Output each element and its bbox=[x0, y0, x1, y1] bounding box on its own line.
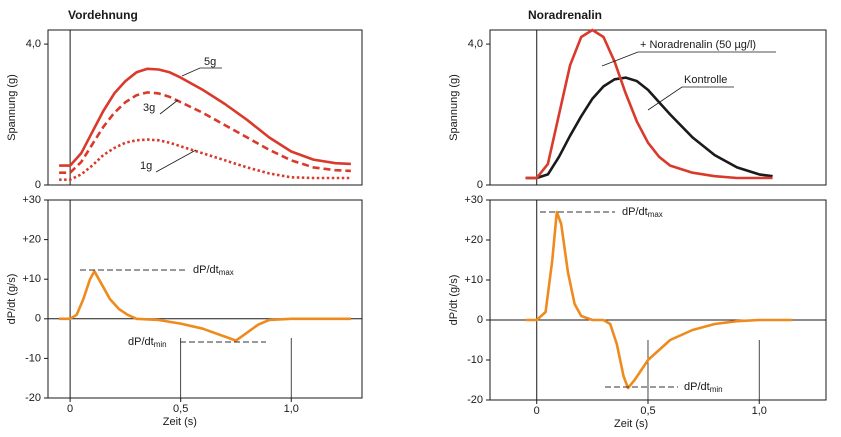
y-tick-label: 0 bbox=[35, 313, 41, 325]
panel-title: Noradrenalin bbox=[528, 8, 602, 22]
panel: Noradrenalin Spannung (g) 0 4,0 Kontrolle + N… bbox=[448, 8, 827, 191]
annotation-sub: min bbox=[154, 340, 167, 349]
leader-line bbox=[181, 67, 222, 77]
annotation: dP/dtmax bbox=[622, 206, 663, 219]
annotation-text: dP/dt bbox=[193, 264, 219, 276]
annotation: dP/dtmin bbox=[684, 381, 723, 394]
plot-frame bbox=[47, 199, 363, 399]
leader-line bbox=[601, 51, 776, 67]
series-label: + Noradrenalin (50 µg/l) bbox=[640, 39, 756, 51]
y-axis-label: dP/dt (g/s) bbox=[6, 274, 18, 325]
panel: dP/dt (g/s) +30 +20 +10 0 -10 -20 0 0,5 1,0 Zeit (… bbox=[6, 194, 363, 428]
line-series bbox=[59, 138, 351, 181]
line-series bbox=[59, 91, 351, 174]
annotation-sub: min bbox=[710, 385, 723, 394]
line-series bbox=[59, 270, 351, 342]
y-tick-label: -20 bbox=[25, 392, 41, 404]
y-tick-label: -10 bbox=[25, 352, 41, 364]
y-tick-label: 4,0 bbox=[468, 38, 483, 50]
plot-frame bbox=[489, 199, 827, 401]
x-axis-label: Zeit (s) bbox=[163, 416, 197, 428]
y-axis-label: dP/dt (g/s) bbox=[448, 275, 460, 326]
annotation: dP/dtmax bbox=[193, 264, 234, 277]
y-tick-label: +20 bbox=[464, 234, 483, 246]
panel-title: Vordehnung bbox=[68, 8, 138, 22]
annotation-text: dP/dt bbox=[128, 336, 154, 348]
line-series bbox=[525, 28, 773, 180]
y-tick-label: +30 bbox=[22, 194, 41, 206]
series-label: Kontrolle bbox=[684, 74, 727, 86]
plot-frame bbox=[47, 29, 363, 186]
x-axis-label: Zeit (s) bbox=[614, 418, 648, 430]
line-series bbox=[525, 76, 773, 180]
plot-frame bbox=[489, 29, 827, 186]
y-tick-label: +10 bbox=[22, 273, 41, 285]
annotation-sub: max bbox=[648, 210, 663, 219]
annotation-sub: max bbox=[219, 268, 234, 277]
line-series bbox=[525, 210, 793, 390]
y-tick-label: 0 bbox=[35, 179, 41, 191]
series-label: 5g bbox=[204, 56, 216, 68]
panel: Vordehnung Spannung (g) 0 4,0 5g 3g 1g bbox=[6, 8, 363, 191]
y-tick-label: 0 bbox=[477, 179, 483, 191]
x-tick-label: 0 bbox=[534, 405, 540, 417]
y-axis-label: Spannung (g) bbox=[6, 74, 18, 141]
x-tick-label: 0,5 bbox=[640, 405, 655, 417]
series-label: 3g bbox=[143, 102, 155, 114]
y-tick-label: -20 bbox=[467, 394, 483, 406]
y-tick-label: -10 bbox=[467, 354, 483, 366]
series-label: 1g bbox=[140, 160, 152, 172]
y-tick-label: 4,0 bbox=[26, 38, 41, 50]
leader-line bbox=[155, 149, 197, 173]
y-tick-label: 0 bbox=[477, 314, 483, 326]
x-tick-label: 1,0 bbox=[752, 405, 767, 417]
x-tick-label: 0 bbox=[67, 403, 73, 415]
annotation-text: dP/dt bbox=[684, 381, 710, 393]
annotation: dP/dtmin bbox=[128, 336, 167, 349]
annotation-text: dP/dt bbox=[622, 206, 648, 218]
line-series bbox=[59, 67, 351, 167]
y-tick-label: +20 bbox=[22, 234, 41, 246]
x-tick-label: 0,5 bbox=[173, 403, 188, 415]
leader-line bbox=[647, 86, 734, 111]
leader-line bbox=[159, 99, 179, 115]
x-tick-label: 1,0 bbox=[284, 403, 299, 415]
y-axis-label: Spannung (g) bbox=[448, 74, 460, 141]
y-tick-label: +10 bbox=[464, 274, 483, 286]
y-tick-label: +30 bbox=[464, 194, 483, 206]
panel: dP/dt (g/s) +30 +20 +10 0 -10 -20 0 0,5 1,0 Zeit (… bbox=[448, 194, 827, 430]
